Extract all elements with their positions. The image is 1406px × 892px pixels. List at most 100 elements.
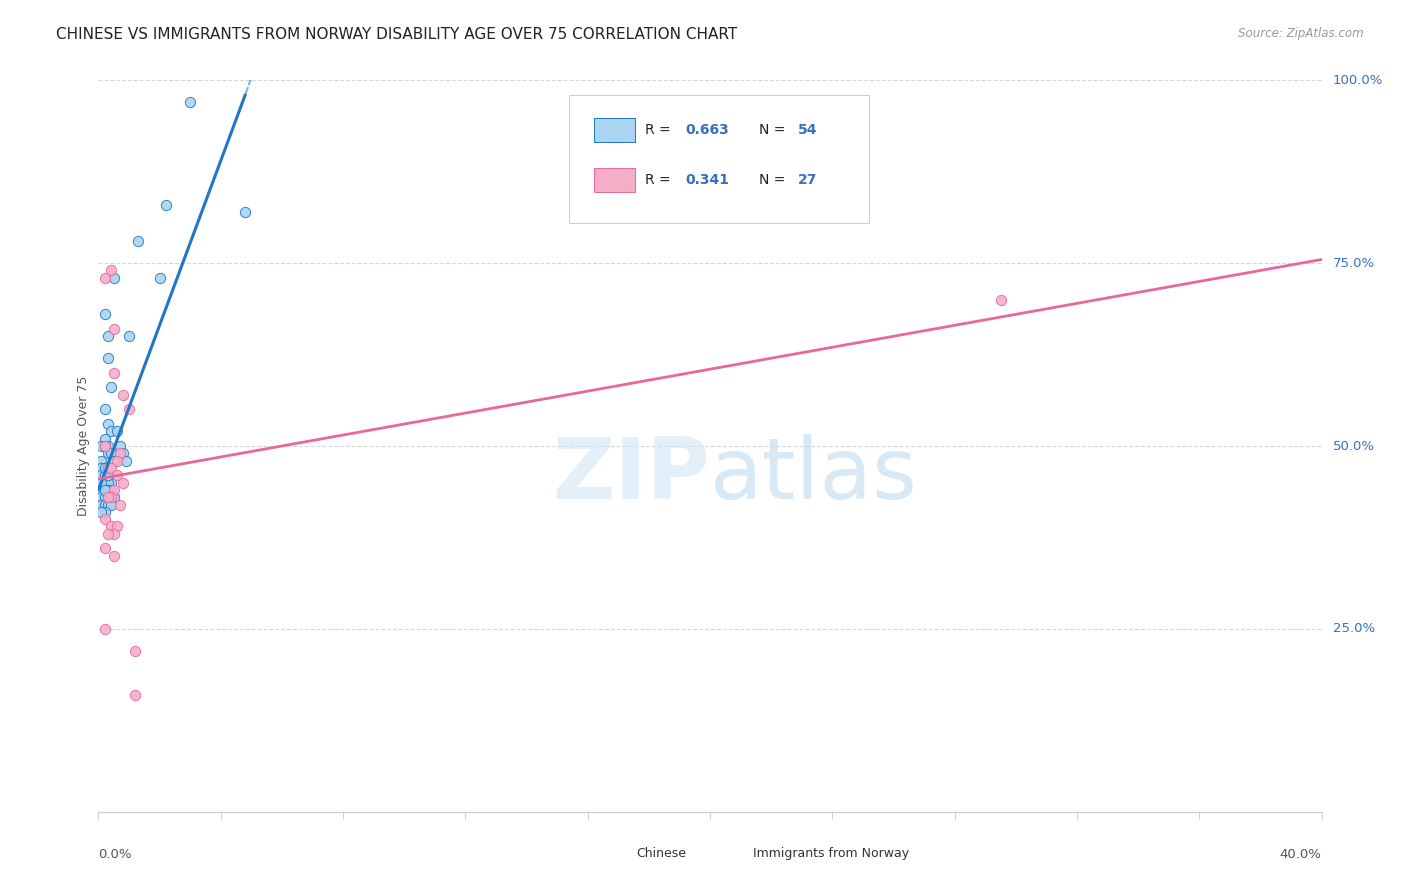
Point — [93, 541, 115, 556]
Point — [93, 622, 115, 636]
Text: R =: R = — [645, 173, 675, 186]
Point — [100, 425, 122, 439]
Point — [105, 519, 128, 533]
Point — [100, 263, 122, 277]
Point — [105, 425, 128, 439]
Point — [100, 446, 122, 460]
Y-axis label: Disability Age Over 75: Disability Age Over 75 — [77, 376, 90, 516]
Point — [93, 461, 115, 475]
Point — [100, 380, 122, 394]
Point — [108, 439, 131, 453]
Point — [127, 234, 149, 248]
Point — [124, 688, 146, 702]
Text: atlas: atlas — [710, 434, 918, 516]
Point — [118, 329, 141, 343]
Text: Immigrants from Norway: Immigrants from Norway — [752, 847, 908, 860]
Point — [97, 468, 120, 483]
Point — [93, 483, 115, 497]
Point — [93, 483, 115, 497]
Point — [97, 475, 120, 490]
Point — [103, 322, 125, 336]
Point — [103, 526, 125, 541]
Point — [115, 453, 138, 467]
Point — [93, 475, 115, 490]
Text: Chinese: Chinese — [637, 847, 686, 860]
Point — [103, 366, 125, 380]
Point — [93, 468, 115, 483]
Text: 100.0%: 100.0% — [1333, 74, 1384, 87]
Point — [90, 505, 112, 519]
FancyBboxPatch shape — [716, 842, 742, 864]
FancyBboxPatch shape — [600, 842, 627, 864]
Point — [97, 351, 120, 366]
Point — [97, 468, 120, 483]
Point — [100, 490, 122, 504]
Point — [90, 468, 112, 483]
Point — [93, 468, 115, 483]
Point — [97, 417, 120, 431]
Point — [97, 498, 120, 512]
Point — [111, 475, 134, 490]
Text: 27: 27 — [799, 173, 817, 186]
Point — [93, 461, 115, 475]
Point — [990, 293, 1012, 307]
Point — [103, 453, 125, 467]
Point — [90, 483, 112, 497]
Point — [100, 519, 122, 533]
Point — [93, 439, 115, 453]
FancyBboxPatch shape — [593, 119, 636, 143]
Point — [93, 270, 115, 285]
Point — [105, 453, 128, 467]
Point — [233, 205, 256, 219]
Point — [90, 475, 112, 490]
Point — [108, 446, 131, 460]
Point — [90, 490, 112, 504]
Point — [103, 490, 125, 504]
Point — [108, 498, 131, 512]
Text: R =: R = — [645, 123, 675, 137]
Text: 40.0%: 40.0% — [1279, 848, 1322, 862]
Point — [97, 446, 120, 460]
Point — [97, 439, 120, 453]
Text: 25.0%: 25.0% — [1333, 623, 1375, 635]
Point — [97, 490, 120, 504]
Point — [97, 490, 120, 504]
Point — [90, 453, 112, 467]
Point — [103, 483, 125, 497]
Point — [103, 549, 125, 563]
Point — [97, 329, 120, 343]
Point — [93, 498, 115, 512]
Point — [90, 461, 112, 475]
Point — [111, 388, 134, 402]
Point — [100, 475, 122, 490]
Text: 75.0%: 75.0% — [1333, 257, 1375, 269]
Point — [93, 402, 115, 417]
Point — [93, 307, 115, 321]
Point — [124, 644, 146, 658]
Text: ZIP: ZIP — [553, 434, 710, 516]
Text: CHINESE VS IMMIGRANTS FROM NORWAY DISABILITY AGE OVER 75 CORRELATION CHART: CHINESE VS IMMIGRANTS FROM NORWAY DISABI… — [56, 27, 738, 42]
Text: 0.0%: 0.0% — [98, 848, 132, 862]
Point — [93, 490, 115, 504]
Text: Source: ZipAtlas.com: Source: ZipAtlas.com — [1239, 27, 1364, 40]
Point — [105, 468, 128, 483]
Point — [97, 461, 120, 475]
Point — [155, 197, 177, 211]
Point — [179, 95, 201, 110]
Point — [100, 498, 122, 512]
Point — [97, 526, 120, 541]
Point — [118, 402, 141, 417]
FancyBboxPatch shape — [569, 95, 869, 223]
Point — [97, 461, 120, 475]
Point — [93, 432, 115, 446]
Point — [93, 439, 115, 453]
Point — [103, 270, 125, 285]
Point — [100, 461, 122, 475]
Text: 50.0%: 50.0% — [1333, 440, 1375, 452]
Text: N =: N = — [759, 123, 790, 137]
Point — [90, 498, 112, 512]
Point — [90, 439, 112, 453]
Point — [93, 512, 115, 526]
FancyBboxPatch shape — [593, 168, 636, 192]
Point — [100, 483, 122, 497]
